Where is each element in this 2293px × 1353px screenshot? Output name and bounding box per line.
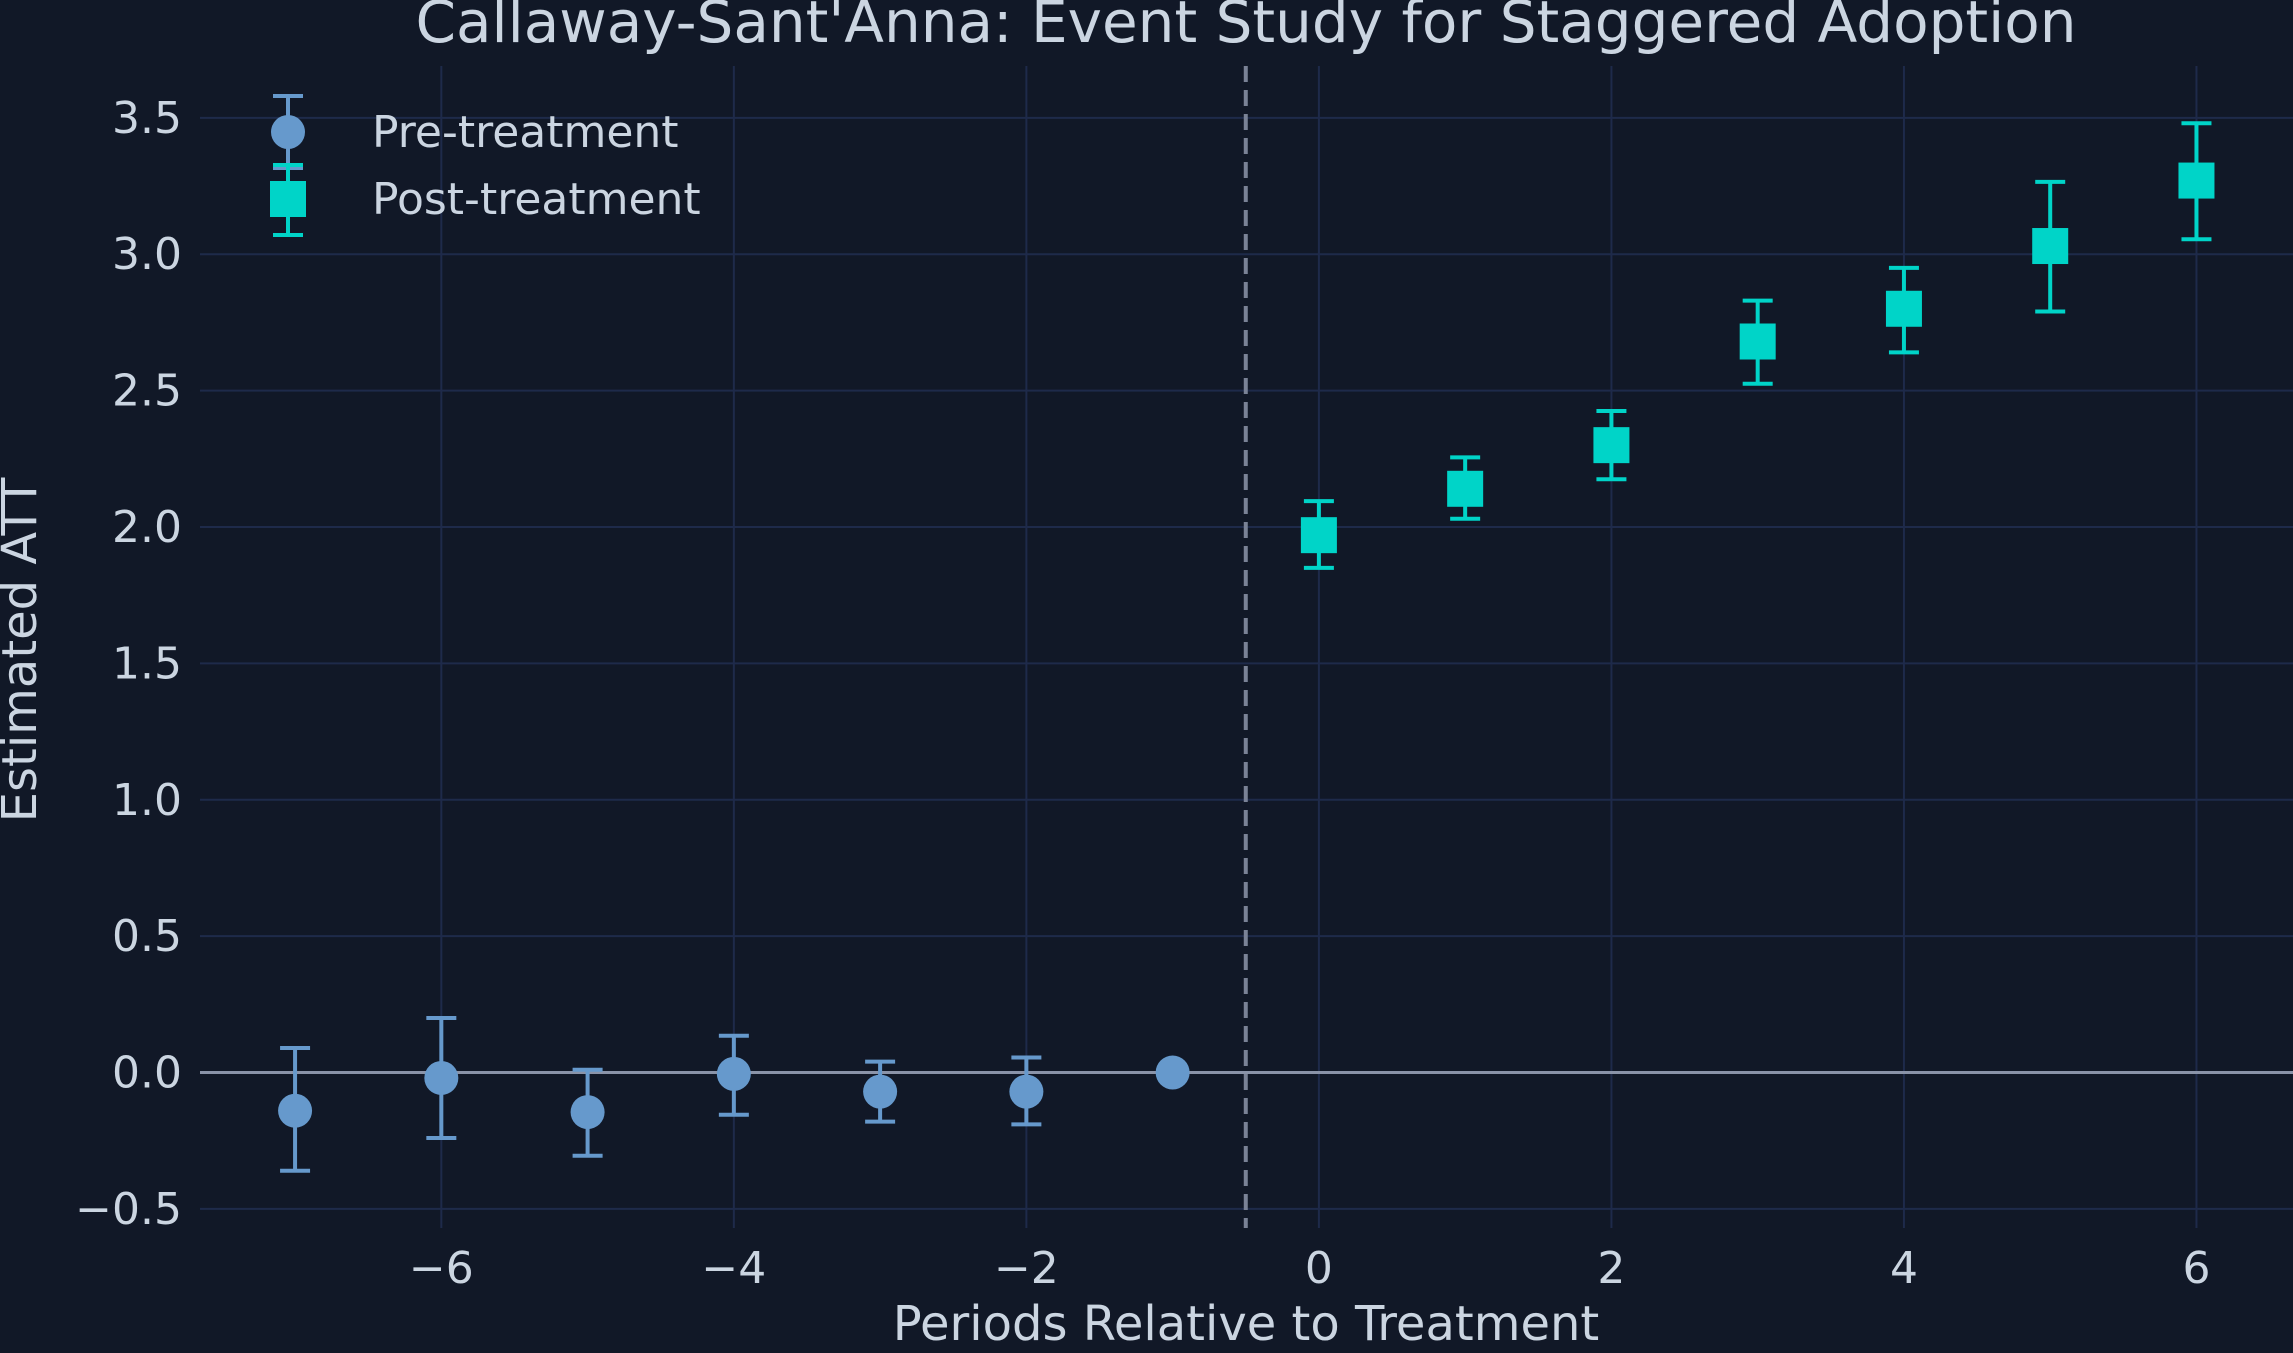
tick-labels: −6 −4 −2 0 2 4 6 −0.5 0.0 0.5 1.0 1.5 2.0 2.5 3.0 3.5: [75, 93, 2210, 1294]
post-treatment-point: [1300, 517, 1337, 554]
y-tick-label: 0.0: [112, 1048, 182, 1099]
legend-label-post-treatment: Post-treatment: [372, 174, 701, 225]
pre-treatment-point: [863, 1074, 898, 1109]
x-tick-label: 0: [1305, 1243, 1333, 1294]
pre-treatment-point: [1009, 1074, 1044, 1109]
reference-lines: [200, 66, 2293, 1228]
post-treatment-point: [1447, 470, 1484, 507]
legend-marker-post-treatment: [270, 163, 306, 237]
y-tick-label: 3.0: [112, 229, 182, 280]
legend-label-pre-treatment: Pre-treatment: [372, 107, 679, 158]
post-treatment-point: [2178, 162, 2215, 199]
legend-marker-pre-treatment: [271, 94, 305, 170]
chart-title: Callaway-Sant'Anna: Event Study for Stag…: [415, 0, 2076, 56]
pre-treatment-point: [570, 1095, 605, 1130]
post-treatment-point: [2032, 228, 2069, 265]
y-tick-label: 1.5: [112, 638, 182, 689]
x-tick-label: −6: [409, 1243, 474, 1294]
y-tick-label: −0.5: [75, 1184, 182, 1235]
legend: Pre-treatment Post-treatment: [270, 94, 701, 237]
legend-pre-treatment-point: [271, 115, 305, 149]
y-tick-label: 3.5: [112, 93, 182, 144]
x-tick-label: 4: [1890, 1243, 1918, 1294]
x-tick-label: −2: [994, 1243, 1059, 1294]
legend-post-treatment-point: [270, 181, 306, 217]
y-axis-label: Estimated ATT: [0, 477, 48, 822]
x-tick-label: 2: [1597, 1243, 1625, 1294]
post-treatment-point: [1739, 323, 1776, 360]
x-axis-label: Periods Relative to Treatment: [893, 1296, 1599, 1352]
post-treatment-point: [1885, 290, 1922, 327]
data-marks: [278, 121, 2215, 1173]
y-tick-label: 2.5: [112, 366, 182, 417]
pre-treatment-point: [716, 1056, 751, 1091]
y-tick-label: 1.0: [112, 775, 182, 826]
y-tick-label: 0.5: [112, 911, 182, 962]
pre-treatment-point: [424, 1060, 459, 1095]
y-tick-label: 2.0: [112, 502, 182, 553]
post-treatment-point: [1593, 427, 1630, 464]
x-tick-label: −4: [701, 1243, 766, 1294]
x-tick-label: 6: [2182, 1243, 2210, 1294]
pre-treatment-point: [278, 1093, 313, 1128]
pre-treatment-point: [1155, 1055, 1190, 1090]
